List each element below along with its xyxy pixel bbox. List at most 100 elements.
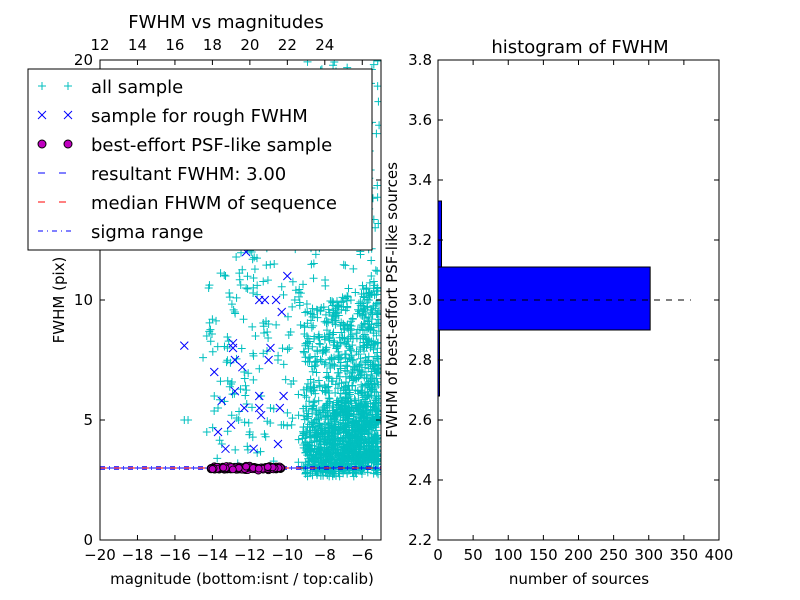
top-tick-label: 24 xyxy=(315,36,334,54)
all-sample-point xyxy=(273,356,282,364)
all-sample-point xyxy=(356,370,365,379)
rough-sample-point xyxy=(228,343,238,353)
all-sample-point xyxy=(217,440,226,448)
all-sample-point xyxy=(212,316,221,325)
x-marker-icon xyxy=(37,110,73,120)
all-sample-point xyxy=(311,250,320,259)
all-sample-point xyxy=(374,412,381,421)
all-sample-point xyxy=(352,445,361,454)
legend-entry-rough-sample: sample for rough FWHM xyxy=(37,106,308,127)
all-sample-point xyxy=(343,321,352,330)
all-sample-point xyxy=(222,358,231,367)
all-sample-point xyxy=(344,425,353,434)
all-sample-point xyxy=(369,362,378,371)
all-sample-point xyxy=(362,374,371,383)
all-sample-point xyxy=(364,352,373,361)
all-sample-point xyxy=(221,272,230,280)
all-sample-point xyxy=(306,386,315,395)
all-sample-point xyxy=(329,402,338,411)
all-sample-point xyxy=(311,409,320,418)
all-sample-point xyxy=(322,368,331,377)
all-sample-point xyxy=(225,288,234,297)
all-sample-point xyxy=(346,372,355,381)
x-tick-label: 50 xyxy=(464,546,483,564)
all-sample-point xyxy=(348,356,357,365)
all-sample-point xyxy=(362,448,371,457)
all-sample-point xyxy=(278,344,287,353)
all-sample-point xyxy=(226,358,235,367)
all-sample-point xyxy=(367,367,376,376)
all-sample-point xyxy=(315,333,324,342)
all-sample-point xyxy=(337,318,346,327)
all-sample-point xyxy=(364,425,373,434)
rough-sample-point xyxy=(238,362,247,372)
all-sample-point xyxy=(370,453,379,462)
all-sample-point xyxy=(232,414,241,423)
all-sample-point xyxy=(288,277,297,286)
top-axis-ticks: 12 14 16 18 20 22 24 xyxy=(90,36,334,54)
all-sample-point xyxy=(363,298,372,307)
y-tick-label: 2.6 xyxy=(408,411,432,429)
all-sample-point xyxy=(329,328,338,337)
all-sample-point xyxy=(359,407,368,416)
all-sample-point xyxy=(303,472,312,481)
all-sample-point xyxy=(348,369,357,378)
all-sample-point xyxy=(309,378,318,387)
rough-sample-point xyxy=(228,338,238,348)
all-sample-point xyxy=(310,397,319,406)
all-sample-point xyxy=(369,60,378,69)
all-sample-point xyxy=(244,418,253,427)
all-sample-point xyxy=(310,416,319,425)
legend-entry-resultant-fwhm: resultant FWHM: 3.00 xyxy=(38,164,286,185)
all-sample-point xyxy=(371,396,380,405)
all-sample-point xyxy=(239,315,248,324)
all-sample-point xyxy=(371,266,380,275)
all-sample-point xyxy=(358,426,367,435)
all-sample-point xyxy=(322,318,331,327)
all-sample-point xyxy=(225,293,234,302)
all-sample-point xyxy=(321,430,330,439)
all-sample-point xyxy=(357,438,366,447)
all-sample-point xyxy=(349,376,358,385)
all-sample-point xyxy=(235,269,244,278)
all-sample-point xyxy=(335,333,344,342)
all-sample-point xyxy=(255,364,264,373)
all-sample-point xyxy=(336,450,345,459)
all-sample-point xyxy=(231,445,240,454)
all-sample-point xyxy=(303,60,312,66)
all-sample-point xyxy=(361,397,370,406)
x-tick-label: −16 xyxy=(159,546,191,564)
all-sample-point xyxy=(288,414,297,423)
all-sample-point xyxy=(207,329,216,338)
rough-sample-point xyxy=(264,355,273,365)
plus-marker-icon xyxy=(38,82,72,90)
all-sample-point xyxy=(202,428,211,436)
all-sample-point xyxy=(343,406,352,415)
all-sample-point xyxy=(358,323,367,332)
all-sample-point xyxy=(373,308,381,317)
all-sample-point xyxy=(202,332,211,340)
all-sample-point xyxy=(256,447,265,456)
all-sample-point xyxy=(223,333,232,342)
all-sample-point xyxy=(348,381,357,390)
all-sample-point xyxy=(236,385,245,394)
scatter-title: FWHM vs magnitudes xyxy=(128,12,323,33)
rough-sample-point xyxy=(277,307,287,317)
all-sample-point xyxy=(301,438,310,447)
all-sample-point xyxy=(331,388,340,397)
all-sample-point xyxy=(375,121,381,130)
all-sample-point xyxy=(223,344,232,352)
all-sample-point xyxy=(319,302,328,311)
all-sample-point xyxy=(346,345,355,354)
all-sample-point xyxy=(216,377,225,386)
x-tick-label: −10 xyxy=(272,546,304,564)
all-sample-point xyxy=(270,260,279,268)
all-sample-point xyxy=(372,394,381,403)
all-sample-point xyxy=(300,348,309,357)
all-sample-point xyxy=(227,411,236,420)
all-sample-point xyxy=(321,424,330,433)
x-tick-label: −14 xyxy=(197,546,229,564)
all-sample-point xyxy=(307,418,316,427)
all-sample-point xyxy=(367,272,376,281)
all-sample-point xyxy=(373,283,381,292)
